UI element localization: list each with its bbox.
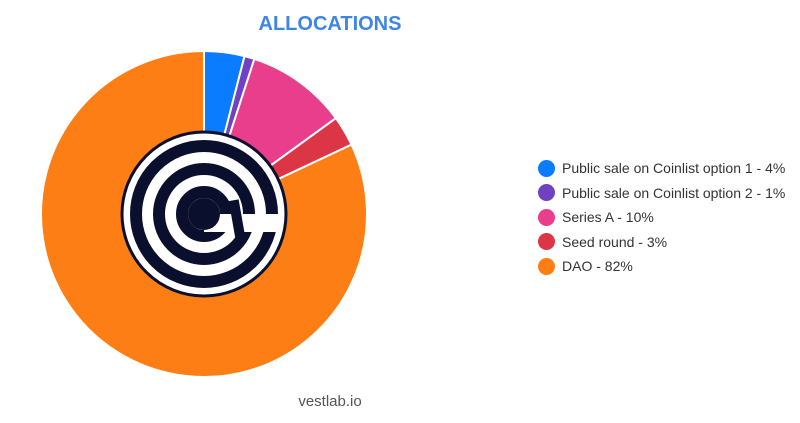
legend-swatch xyxy=(538,257,555,275)
legend-item[interactable]: Public sale on Coinlist option 1 - 4% xyxy=(538,156,785,181)
legend-label: Series A - 10% xyxy=(562,209,654,226)
legend-item[interactable]: Public sale on Coinlist option 2 - 1% xyxy=(538,181,785,206)
legend-label: DAO - 82% xyxy=(562,258,633,275)
legend: Public sale on Coinlist option 1 - 4% Pub… xyxy=(538,156,785,279)
legend-item[interactable]: Seed round - 3% xyxy=(538,230,785,255)
legend-label: Public sale on Coinlist option 1 - 4% xyxy=(562,160,786,177)
legend-item[interactable]: DAO - 82% xyxy=(538,254,785,279)
vestlab-logo xyxy=(120,130,288,298)
legend-swatch xyxy=(538,208,555,226)
legend-label: Public sale on Coinlist option 2 - 1% xyxy=(562,184,786,201)
legend-swatch xyxy=(538,233,555,251)
footer-credit: vestlab.io xyxy=(298,393,362,410)
legend-item[interactable]: Series A - 10% xyxy=(538,205,785,230)
chart-title: ALLOCATIONS xyxy=(258,13,402,35)
legend-swatch xyxy=(538,184,555,202)
legend-label: Seed round - 3% xyxy=(562,233,668,250)
legend-swatch xyxy=(538,159,555,177)
pie-chart xyxy=(40,49,368,378)
